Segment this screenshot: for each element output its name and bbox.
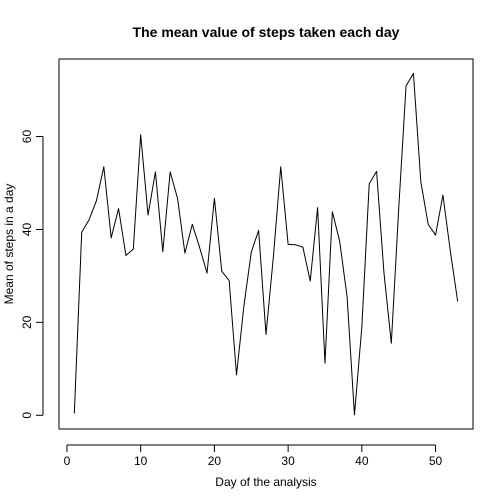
- x-tick-label: 40: [355, 454, 369, 468]
- y-tick-label: 20: [20, 315, 34, 329]
- y-axis: 0 20 40 60: [20, 130, 44, 419]
- x-tick-label: 30: [281, 454, 295, 468]
- series-layer: [73, 72, 459, 416]
- x-tick-label: 0: [64, 454, 71, 468]
- series-line: [73, 72, 459, 416]
- y-tick-label: 60: [20, 130, 34, 144]
- x-axis: 0 10 20 30 40 50: [64, 444, 443, 468]
- x-tick-label: 10: [134, 454, 148, 468]
- y-axis-label: Mean of steps in a day: [2, 184, 16, 305]
- x-axis-label: Day of the analysis: [215, 475, 316, 489]
- chart-title: The mean value of steps taken each day: [133, 24, 400, 40]
- y-tick-label: 40: [20, 222, 34, 236]
- x-tick-label: 50: [429, 454, 443, 468]
- plot-box: [58, 58, 474, 430]
- y-tick-label: 0: [20, 412, 34, 419]
- x-tick-label: 20: [208, 454, 222, 468]
